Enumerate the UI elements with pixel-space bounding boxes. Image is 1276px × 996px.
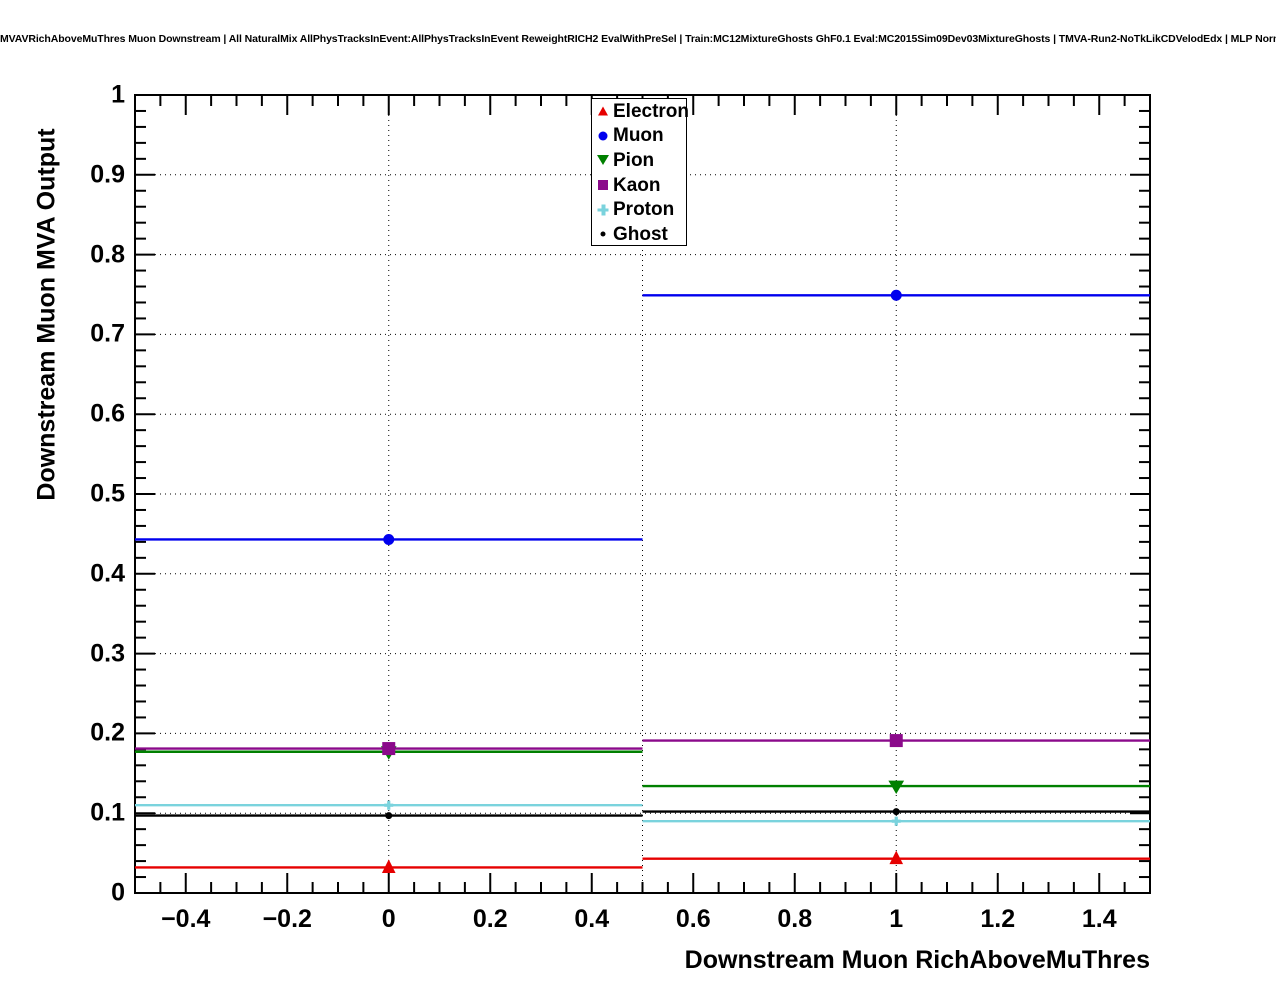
series-marker-muon	[383, 533, 395, 545]
x-tick-label: −0.2	[262, 905, 312, 933]
x-axis-title: Downstream Muon RichAboveMuThres	[684, 946, 1150, 974]
x-tick-label: 0.6	[675, 905, 711, 933]
y-tick-label: 0.2	[90, 718, 125, 747]
legend-marker-triangle-down-icon	[594, 151, 612, 169]
x-tick-label: 0.4	[574, 905, 610, 933]
legend-label: Ghost	[613, 223, 668, 245]
legend-label: Pion	[613, 149, 655, 171]
y-tick-label: 0.9	[90, 160, 125, 189]
legend-marker-triangle-up-icon	[594, 102, 612, 120]
series-marker-proton	[894, 816, 898, 826]
plot-title: MVAVRichAboveMuThres Muon Downstream | A…	[0, 33, 1276, 45]
legend-label: Muon	[613, 125, 664, 147]
y-tick-label: 0.3	[90, 639, 125, 668]
y-tick-label: 0.7	[90, 319, 125, 348]
series-marker-kaon	[889, 734, 903, 748]
y-axis-title: Downstream Muon MVA Output	[32, 128, 61, 501]
legend-entry: Proton	[592, 197, 686, 222]
legend-marker-circle-icon	[594, 127, 612, 145]
y-tick-label: 1	[111, 80, 125, 109]
y-tick-label: 0.6	[90, 399, 125, 428]
series-marker-kaon	[382, 742, 396, 756]
legend-entry: Ghost	[592, 222, 686, 247]
series-marker-electron	[381, 859, 396, 873]
series-marker-ghost	[385, 812, 393, 820]
legend-marker-dot-icon	[594, 225, 612, 243]
series-marker-muon	[890, 289, 902, 301]
legend-marker-square-icon	[594, 176, 612, 194]
legend-label: Electron	[613, 100, 690, 122]
x-tick-label: 1	[889, 905, 904, 933]
legend-entry: Electron	[592, 99, 690, 124]
y-tick-label: 0.1	[90, 798, 125, 827]
legend: Electron Muon Pion Kaon Proton Ghost	[591, 98, 690, 247]
y-tick-label: 0.5	[90, 479, 125, 508]
x-tick-label: 0.2	[472, 905, 508, 933]
x-tick-label: 1.4	[1081, 905, 1117, 933]
x-tick-label: −0.4	[161, 905, 211, 933]
x-tick-label: 0.8	[777, 905, 813, 933]
y-tick-label: 0.8	[90, 240, 125, 269]
series-marker-pion	[888, 780, 905, 795]
series-marker-proton	[387, 800, 391, 810]
y-tick-label: 0.4	[90, 559, 125, 588]
y-tick-label: 0	[111, 878, 125, 907]
legend-entry: Kaon	[592, 173, 686, 198]
x-tick-label: 1.2	[980, 905, 1016, 933]
legend-label: Proton	[613, 199, 675, 221]
series-marker-ghost	[892, 808, 900, 816]
legend-marker-cross-icon	[594, 201, 612, 219]
series-marker-electron	[889, 850, 904, 865]
legend-entry: Pion	[592, 148, 686, 173]
legend-entry: Muon	[592, 124, 686, 149]
x-tick-label: 0	[381, 905, 396, 933]
legend-label: Kaon	[613, 174, 661, 196]
